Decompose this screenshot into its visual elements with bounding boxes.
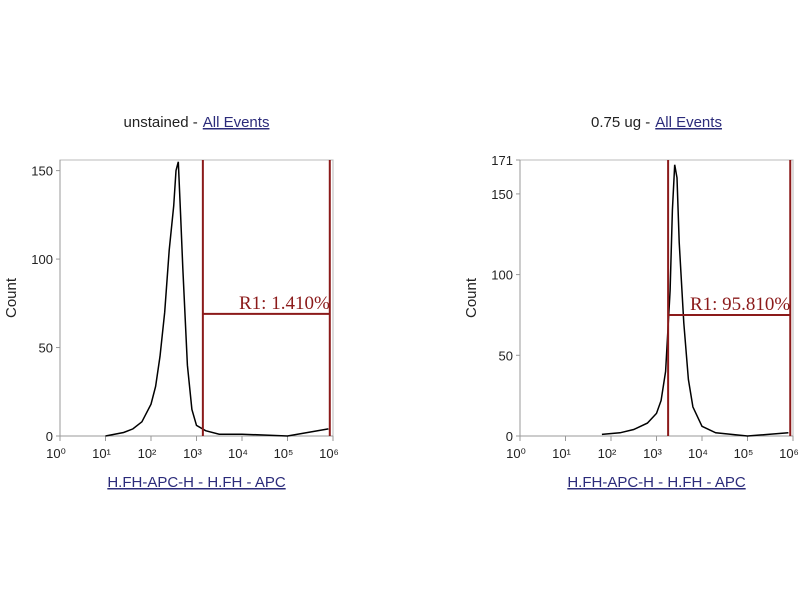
x-tick-label: 10⁰ [46, 446, 66, 461]
y-tick-label: 0 [46, 429, 53, 444]
title-text: unstained - [124, 114, 198, 131]
y-tick-label: 100 [491, 268, 513, 283]
x-tick-label: 10¹ [92, 446, 111, 461]
x-tick-label: 10² [138, 446, 157, 461]
gate-label: R1: 95.810% [690, 294, 790, 315]
x-tick-label: 10³ [643, 446, 662, 461]
x-tick-label: 10⁴ [688, 446, 708, 461]
y-tick-label: 50 [499, 348, 513, 363]
x-axis-label: H.FH-APC-H - H.FH - APC [567, 474, 745, 491]
y-tick-label: 0 [506, 429, 513, 444]
x-tick-label: 10⁵ [734, 446, 754, 461]
x-tick-label: 10² [598, 446, 617, 461]
histogram-line [601, 164, 789, 437]
y-tick-label: 171 [491, 153, 513, 168]
y-tick-label: 100 [31, 252, 53, 267]
x-axis-label: H.FH-APC-H - H.FH - APC [107, 474, 285, 491]
y-tick-label: 150 [491, 187, 513, 202]
title-link[interactable]: All Events [655, 114, 722, 131]
x-tick-label: 10¹ [552, 446, 571, 461]
x-tick-label: 10⁵ [274, 446, 294, 461]
y-tick-label: 50 [39, 341, 53, 356]
title-link[interactable]: All Events [203, 114, 270, 131]
x-tick-label: 10³ [183, 446, 202, 461]
x-tick-label: 10⁴ [228, 446, 248, 461]
title-text: 0.75 ug - [591, 114, 650, 131]
y-axis-label: Count [3, 277, 20, 318]
y-axis-label: Count [463, 277, 480, 318]
gate-label: R1: 1.410% [239, 293, 330, 314]
x-tick-label: 10⁰ [506, 446, 526, 461]
histogram-line [105, 161, 329, 437]
chart-title: 0.75 ug - All Events [591, 114, 722, 131]
x-tick-label: 10⁶ [319, 446, 339, 461]
chart-title: unstained - All Events [124, 114, 270, 131]
x-tick-label: 10⁶ [779, 446, 799, 461]
y-tick-label: 150 [31, 164, 53, 179]
